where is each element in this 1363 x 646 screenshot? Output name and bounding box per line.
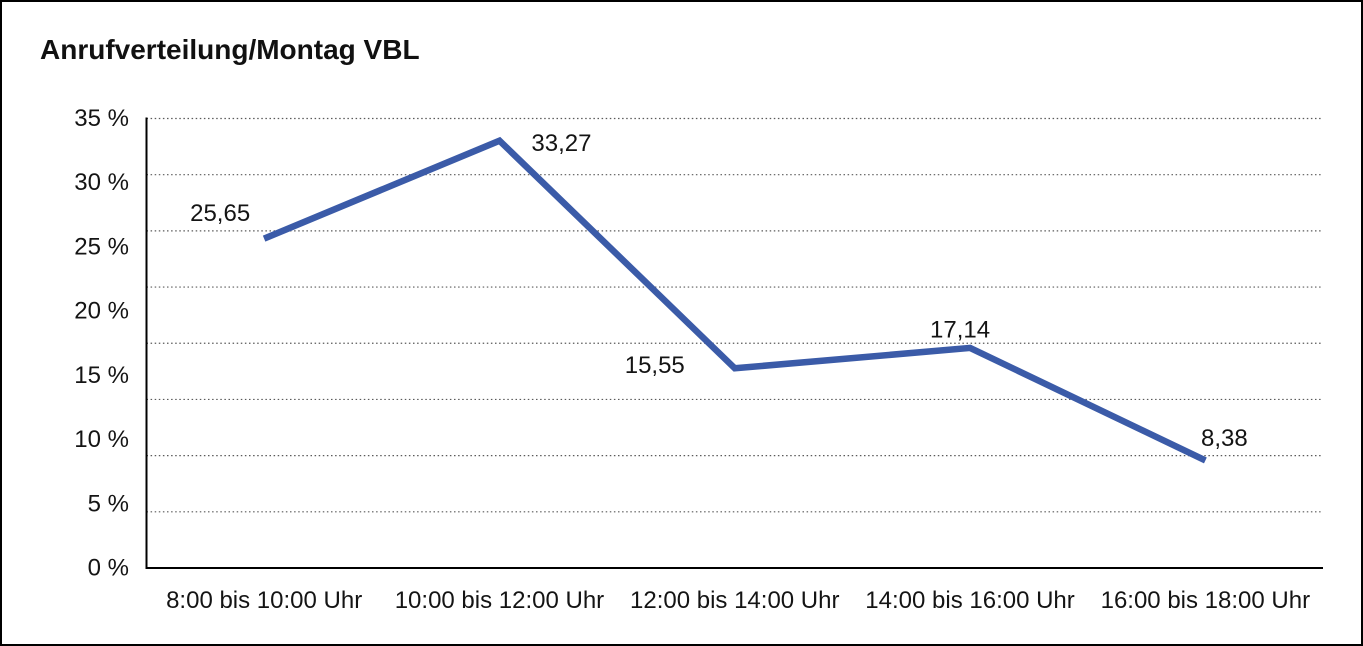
- y-axis-tick-label: 20 %: [74, 298, 129, 325]
- data-point-label: 17,14: [930, 316, 990, 343]
- x-axis-category-label: 8:00 bis 10:00 Uhr: [166, 587, 362, 614]
- data-point-label: 25,65: [190, 200, 250, 227]
- x-axis-category-label: 16:00 bis 18:00 Uhr: [1101, 587, 1310, 614]
- x-axis-category-label: 12:00 bis 14:00 Uhr: [630, 587, 839, 614]
- data-point-label: 15,55: [625, 352, 685, 379]
- y-axis-tick-label: 30 %: [74, 169, 129, 196]
- y-axis-tick-label: 5 %: [88, 490, 129, 517]
- y-axis-tick-label: 10 %: [74, 426, 129, 453]
- x-axis-category-label: 14:00 bis 16:00 Uhr: [865, 587, 1074, 614]
- data-point-label: 8,38: [1201, 425, 1248, 452]
- chart-title: Anrufverteilung/Montag VBL: [40, 34, 420, 65]
- y-axis-tick-label: 25 %: [74, 233, 129, 260]
- y-axis-tick-label: 15 %: [74, 362, 129, 389]
- data-line: [262, 136, 1207, 464]
- y-axis-tick-label: 0 %: [88, 555, 129, 582]
- x-axis-category-label: 10:00 bis 12:00 Uhr: [395, 587, 604, 614]
- data-point-label: 33,27: [531, 130, 591, 157]
- y-axis-tick-label: 35 %: [74, 105, 129, 132]
